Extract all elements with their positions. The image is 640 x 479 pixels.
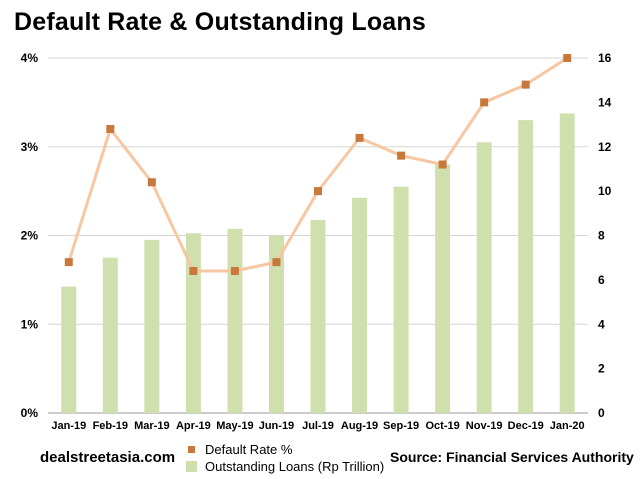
x-tick-label: Jun-19 (259, 420, 294, 432)
x-tick-label: May-19 (216, 420, 253, 432)
legend-marker-icon (188, 446, 195, 453)
x-tick-label: Jan-19 (51, 420, 86, 432)
bar (352, 197, 368, 413)
legend: Default Rate % Outstanding Loans (Rp Tri… (186, 441, 384, 475)
y-right-tick-label: 2 (598, 362, 605, 376)
bar (435, 164, 451, 413)
default-rate-point (314, 187, 322, 196)
default-rate-point (147, 178, 156, 187)
default-rate-point (397, 151, 406, 160)
x-tick-label: Feb-19 (93, 420, 128, 432)
default-rate-point (64, 258, 73, 267)
source-site: dealstreetasia.com (40, 449, 176, 466)
y-left-tick-label: 4% (21, 51, 39, 65)
y-left-tick-label: 3% (21, 140, 39, 154)
legend-bar-icon (186, 461, 197, 472)
default-rate-point (272, 258, 281, 267)
default-rate-point (230, 267, 239, 275)
bar-series (61, 113, 575, 413)
x-tick-label: Jan-20 (550, 420, 585, 432)
line-series (64, 54, 572, 275)
default-rate-point (480, 98, 489, 107)
legend-label-outstanding-loans: Outstanding Loans (Rp Trillion) (205, 458, 385, 474)
x-tick-label: Sep-19 (383, 420, 419, 432)
chart-title: Default Rate & Outstanding Loans (14, 8, 426, 36)
axis-ticks: 0% 1% 2% 3% 4% 0 2 4 6 8 10 12 14 16 Jan-19 Feb-19 Mar-1… (21, 51, 612, 432)
y-right-tick-label: 16 (598, 51, 612, 65)
bar (185, 233, 201, 413)
bar (144, 239, 160, 413)
default-rate-point (106, 125, 115, 133)
bar (393, 186, 409, 413)
x-tick-label: Aug-19 (341, 420, 378, 432)
y-right-tick-label: 6 (598, 273, 605, 287)
y-right-tick-label: 12 (598, 140, 612, 154)
y-right-tick-label: 10 (598, 184, 612, 198)
y-right-tick-label: 0 (598, 406, 605, 420)
x-tick-label: Apr-19 (176, 420, 211, 432)
x-tick-label: Nov-19 (466, 420, 503, 432)
bar (61, 286, 77, 413)
bar (227, 228, 243, 413)
source-note: Source: Financial Services Authority (390, 449, 634, 465)
y-right-tick-label: 8 (598, 229, 605, 243)
y-right-tick-label: 4 (598, 317, 605, 331)
bar (518, 120, 534, 413)
legend-item-default-rate: Default Rate % (186, 441, 384, 458)
bar (102, 257, 118, 413)
bar (310, 219, 326, 413)
default-rate-point (355, 133, 364, 142)
x-tick-label: Jul-19 (302, 420, 334, 432)
default-rate-point (521, 80, 530, 89)
legend-label-default-rate: Default Rate % (205, 441, 293, 457)
bar (476, 142, 492, 413)
bar (559, 113, 575, 413)
y-left-tick-label: 2% (21, 229, 39, 243)
x-tick-label: Dec-19 (508, 420, 544, 432)
x-tick-label: Oct-19 (425, 420, 459, 432)
y-left-tick-label: 1% (21, 317, 39, 331)
default-rate-point (189, 267, 198, 275)
default-rate-point (563, 54, 572, 62)
x-tick-label: Mar-19 (134, 420, 169, 432)
legend-item-outstanding-loans: Outstanding Loans (Rp Trillion) (186, 458, 384, 475)
default-rate-point (438, 160, 447, 169)
bar (268, 235, 284, 413)
y-right-tick-label: 14 (598, 95, 612, 109)
y-left-tick-label: 0% (21, 406, 39, 420)
